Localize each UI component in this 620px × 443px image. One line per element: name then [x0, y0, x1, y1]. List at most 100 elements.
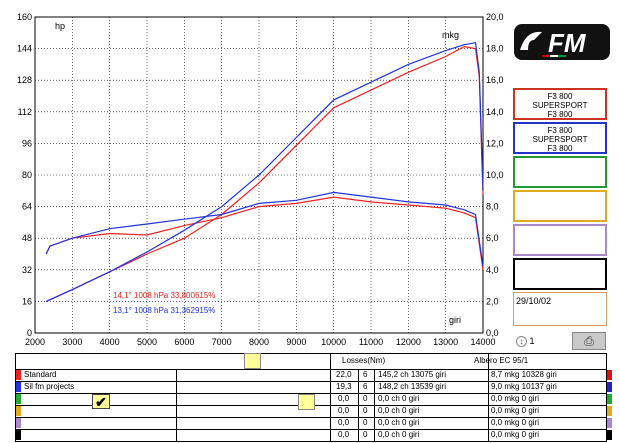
row-torque: 0,0 mkg 0 giri — [491, 418, 540, 427]
row-end-swatch — [607, 394, 612, 404]
y-right-label: mkg — [442, 30, 459, 40]
row-power: 0,0 ch 0 giri — [378, 430, 420, 439]
y-left-tick-label: 96 — [22, 138, 32, 148]
y-right-tick-label: 10,0 — [486, 170, 504, 180]
slot-line: F3 800 — [547, 92, 573, 101]
y-left-tick-label: 16 — [22, 296, 32, 306]
row-n: 0 — [363, 406, 368, 415]
x-tick-labels: 2000 3000 4000 5000 6000 7000 8000 9000 10000 110… — [25, 337, 496, 347]
annotation-sil: 13,1° 1008 hPa 31,362915% — [113, 306, 215, 315]
row-end-swatch — [607, 406, 612, 416]
row-color-swatch — [16, 370, 21, 380]
y-right-tick-label: 2,0 — [486, 296, 499, 306]
x-tick-label: 8000 — [249, 337, 269, 347]
y-left-tick-label: 48 — [22, 233, 32, 243]
fm-logo: FM — [514, 24, 610, 60]
row-loss: 0,0 — [338, 394, 350, 403]
row-color-swatch — [16, 382, 21, 392]
run-spinner[interactable]: ↕ 1 — [516, 336, 556, 348]
row-torque: 0,0 mkg 0 giri — [491, 406, 540, 415]
x-tick-label: 4000 — [100, 337, 120, 347]
row-n: 6 — [363, 382, 368, 391]
row-torque: 9,0 mkg 10137 giri — [491, 382, 557, 391]
run-slot-5[interactable] — [513, 224, 607, 256]
x-tick-label: 11000 — [359, 337, 383, 347]
y-left-tick-label: 160 — [17, 12, 32, 22]
row-torque: 0,0 mkg 0 giri — [491, 394, 540, 403]
y-left-tick-label: 80 — [22, 170, 32, 180]
dyno-chart: 2000 3000 4000 5000 6000 7000 8000 9000 10000 110… — [17, 12, 504, 347]
results-table: Losses(Nm) Albero EC 95/1 Standard 22,0 … — [0, 353, 620, 443]
run-slot-2[interactable]: F3 800 SUPERSPORT F3 800 — [513, 122, 607, 154]
row-loss: 0,0 — [338, 418, 350, 427]
y-right-tick-label: 12,0 — [486, 138, 504, 148]
printer-icon: ⎙ — [584, 334, 594, 348]
row-end-swatch — [607, 430, 612, 440]
row-power: 145,2 ch 13075 giri — [378, 370, 447, 379]
y-left-label: hp — [55, 21, 65, 31]
spinner-value: 1 — [529, 336, 535, 346]
y-left-tick-label: 32 — [22, 265, 32, 275]
row-torque: 8,7 mkg 10328 giri — [491, 370, 557, 379]
y-left-tick-label: 144 — [17, 44, 32, 54]
run-slot-4[interactable] — [513, 190, 607, 222]
y-right-tick-label: 4,0 — [486, 265, 499, 275]
row-n: 0 — [363, 394, 368, 403]
slot-line: SUPERSPORT — [532, 135, 588, 144]
toggle-button[interactable] — [244, 353, 261, 369]
slot-line: F3 800 — [547, 144, 573, 153]
power-line-standard — [45, 45, 484, 302]
y-right-tick-label: 14,0 — [486, 107, 504, 117]
y-right-tick-labels: 0,0 2,0 4,0 6,0 8,0 10,0 12,0 14,0 16,0 18,0 20,0 — [486, 12, 504, 338]
run-slot-3[interactable] — [513, 156, 607, 188]
date-field[interactable]: 29/10/02 — [513, 292, 607, 326]
toggle-button-2[interactable] — [298, 394, 315, 410]
y-right-tick-label: 20,0 — [486, 12, 504, 22]
row-end-swatch — [607, 418, 612, 428]
x-tick-label: 13000 — [433, 337, 458, 347]
x-tick-label: 5000 — [137, 337, 157, 347]
row-name: Standard — [24, 370, 57, 379]
row-torque: 0,0 mkg 0 giri — [491, 430, 540, 439]
row-power: 0,0 ch 0 giri — [378, 394, 420, 403]
shaft-header: Albero EC 95/1 — [474, 356, 529, 365]
x-tick-label: 14000 — [470, 337, 495, 347]
row-n: 6 — [363, 370, 368, 379]
y-right-tick-label: 8,0 — [486, 202, 499, 212]
y-left-tick-label: 0 — [27, 328, 32, 338]
run-slot-1[interactable]: F3 800 SUPERSPORT F3 800 — [513, 88, 607, 120]
row-name: Sil fm projects — [24, 382, 75, 391]
x-tick-label: 7000 — [212, 337, 232, 347]
row-loss: 22,0 — [336, 370, 352, 379]
x-tick-label: 2000 — [25, 337, 45, 347]
y-right-tick-label: 16,0 — [486, 75, 504, 85]
row-color-swatch — [16, 430, 21, 440]
row-loss: 0,0 — [338, 406, 350, 415]
row-end-swatch — [607, 382, 612, 392]
y-left-tick-label: 112 — [18, 107, 32, 117]
checkbox-checked[interactable]: ✔ — [92, 394, 110, 409]
slot-line: F3 800 — [547, 110, 573, 119]
spinner-arrows-icon[interactable]: ↕ — [516, 336, 527, 348]
y-right-tick-label: 6,0 — [486, 233, 499, 243]
date-value: 29/10/02 — [516, 296, 552, 306]
row-loss: 0,0 — [338, 430, 350, 439]
slot-line: F3 800 — [547, 126, 573, 135]
row-color-swatch — [16, 406, 21, 416]
x-tick-label: 3000 — [62, 337, 82, 347]
row-color-swatch — [16, 418, 21, 428]
x-tick-label: 10000 — [321, 337, 346, 347]
run-slot-6[interactable] — [513, 258, 607, 290]
x-tick-label: 12000 — [396, 337, 421, 347]
row-end-swatch — [607, 370, 612, 380]
annotation-standard: 14,1° 1008 hPa 33,800615% — [113, 291, 215, 300]
row-color-swatch — [16, 394, 21, 404]
row-power: 148,2 ch 13539 giri — [378, 382, 447, 391]
x-tick-label: 9000 — [286, 337, 306, 347]
y-right-tick-label: 18,0 — [486, 44, 504, 54]
series-layer — [45, 41, 484, 302]
y-left-tick-label: 128 — [17, 75, 32, 85]
print-button[interactable]: ⎙ — [572, 332, 606, 350]
losses-header: Losses(Nm) — [342, 356, 386, 365]
x-axis-label: giri — [449, 315, 461, 325]
